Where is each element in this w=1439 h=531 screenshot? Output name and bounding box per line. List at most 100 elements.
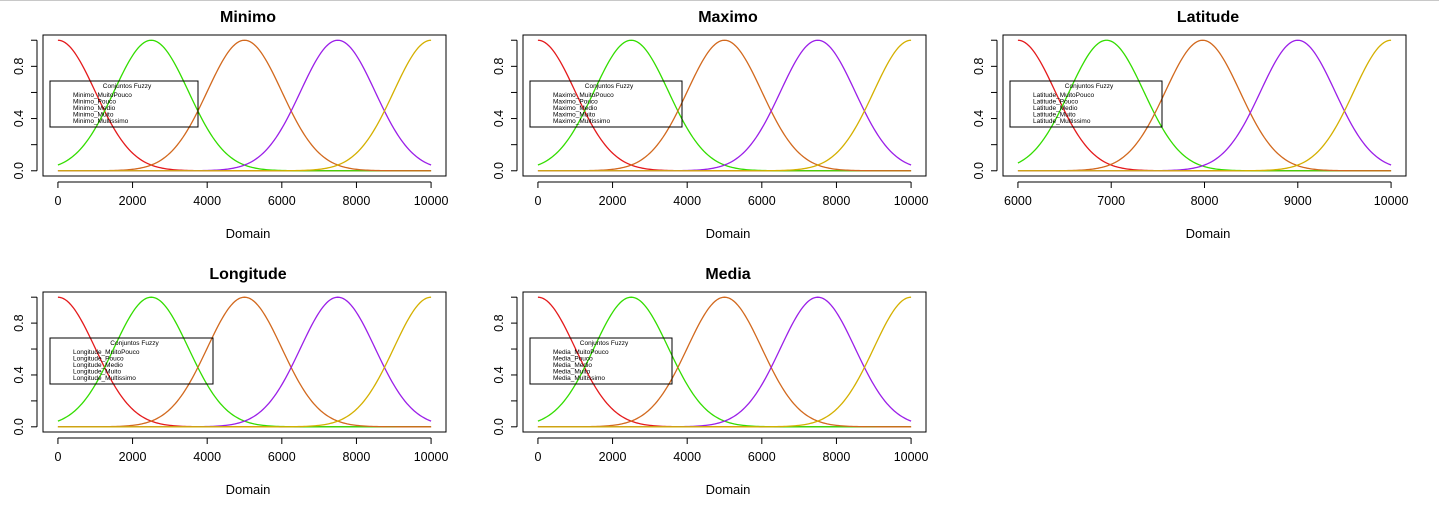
legend-entry: Minimo_Medio — [73, 105, 116, 112]
y-tick-label: 0.4 — [12, 366, 26, 383]
plot-frame — [522, 34, 927, 177]
legend-entry: Media_Medio — [553, 362, 592, 369]
legend-title: Conjuntos Fuzzy — [1065, 83, 1114, 90]
y-tick-label: 0.4 — [12, 110, 26, 127]
x-tick-label: 4000 — [673, 450, 701, 464]
chart-panel-minimo: Minimo 0 2000 4000 6000 8000 10000 0.0 0.4 0.8 Dom… — [12, 9, 448, 241]
series-line-longitude-multissimo — [57, 296, 432, 428]
x-tick-label: 6000 — [268, 194, 296, 208]
x-tick-label: 10000 — [414, 450, 449, 464]
chart-title: Maximo — [698, 9, 758, 26]
chart-title: Longitude — [209, 266, 286, 283]
y-tick-label: 0.8 — [12, 58, 26, 75]
legend-entry: Latitude_Muito — [1033, 112, 1076, 119]
legend-entry: Latitude_Multissimo — [1033, 118, 1091, 125]
legend-entry: Latitude_Medio — [1033, 105, 1078, 112]
y-tick-label: 0.4 — [492, 366, 506, 383]
legend-title: Conjuntos Fuzzy — [585, 83, 634, 90]
legend-entry: Media_MuitoPouco — [553, 349, 609, 356]
legend-entry: Maximo_Pouco — [553, 99, 598, 106]
series-line-maximo-multissimo — [537, 39, 912, 172]
y-tick-label: 0.8 — [12, 314, 26, 331]
x-tick-label: 2000 — [119, 450, 147, 464]
y-tick-label: 0.8 — [972, 58, 986, 75]
legend-entry: Longitude_Pouco — [73, 356, 124, 363]
x-tick-label: 8000 — [343, 450, 371, 464]
legend-entry: Minimo_Muito — [73, 112, 114, 119]
x-tick-label: 2000 — [119, 194, 147, 208]
y-tick-label: 0.0 — [492, 162, 506, 179]
series-line-minimo-multissimo — [57, 39, 432, 172]
legend-entry: Maximo_Multissimo — [553, 118, 610, 125]
x-tick-label: 6000 — [1004, 194, 1032, 208]
legend-entry: Longitude_Medio — [73, 362, 123, 369]
x-tick-label: 8000 — [823, 194, 851, 208]
x-tick-label: 8000 — [343, 194, 371, 208]
chart-title: Latitude — [1177, 9, 1239, 26]
x-tick-label: 7000 — [1097, 194, 1125, 208]
x-tick-label: 6000 — [268, 450, 296, 464]
legend-box — [49, 337, 214, 385]
legend-entry: Minimo_Multissimo — [73, 118, 129, 125]
y-tick-label: 0.0 — [12, 418, 26, 435]
legend: Conjuntos Fuzzy Media_MuitoPoucoMedia_Pou… — [529, 337, 673, 385]
y-tick-label: 0.8 — [492, 314, 506, 331]
y-tick-label: 0.8 — [492, 58, 506, 75]
plot-frame — [522, 291, 927, 433]
y-tick-label: 0.4 — [492, 110, 506, 127]
x-tick-label: 8000 — [1191, 194, 1219, 208]
legend-entry: Maximo_Medio — [553, 105, 597, 112]
x-axis-label: Domain — [706, 226, 751, 241]
legend-entry: Longitude_MuitoPouco — [73, 349, 140, 356]
legend-entry: Latitude_MuitoPouco — [1033, 92, 1094, 99]
top-border — [0, 0, 1439, 1]
x-tick-label: 10000 — [414, 194, 449, 208]
legend-entry: Media_Multissimo — [553, 375, 605, 382]
y-tick-label: 0.4 — [972, 110, 986, 127]
legend: Conjuntos Fuzzy Maximo_MuitoPoucoMaximo_P… — [529, 80, 683, 128]
legend-entry: Longitude_Muito — [73, 369, 121, 376]
legend-title: Conjuntos Fuzzy — [580, 340, 629, 347]
legend-box — [49, 80, 199, 128]
x-tick-label: 10000 — [1374, 194, 1409, 208]
x-tick-label: 6000 — [748, 450, 776, 464]
x-tick-label: 6000 — [748, 194, 776, 208]
plot-frame — [42, 34, 447, 177]
y-tick-label: 0.0 — [972, 162, 986, 179]
legend-box — [529, 337, 673, 385]
x-tick-label: 0 — [534, 194, 541, 208]
legend-entry: Longitude_Multissimo — [73, 375, 136, 382]
legend-entry: Minimo_MuitoPouco — [73, 92, 132, 99]
x-tick-label: 0 — [54, 450, 61, 464]
x-tick-label: 0 — [54, 194, 61, 208]
legend-entry: Maximo_MuitoPouco — [553, 92, 614, 99]
x-tick-label: 2000 — [599, 450, 627, 464]
x-axis-label: Domain — [226, 226, 271, 241]
chart-panel-media: Media 0 2000 4000 6000 8000 10000 0.0 0.4 0.8 Doma… — [492, 266, 928, 497]
legend: Conjuntos Fuzzy Latitude_MuitoPouco Latitu… — [1009, 80, 1163, 128]
y-tick-label: 0.0 — [12, 162, 26, 179]
legend-title: Conjuntos Fuzzy — [103, 83, 152, 90]
plot-frame — [42, 291, 447, 433]
x-axis-label: Domain — [706, 482, 751, 497]
legend: Conjuntos Fuzzy Minimo_MuitoPoucoMinimo_P… — [49, 80, 199, 128]
series-line-media-multissimo — [537, 296, 912, 428]
legend-entry: Media_Pouco — [553, 356, 593, 363]
x-tick-label: 8000 — [823, 450, 851, 464]
chart-panel-maximo: Maximo 0 2000 4000 6000 8000 10000 0.0 0.4 0.8 Dom… — [492, 9, 928, 241]
x-tick-label: 4000 — [193, 450, 221, 464]
legend-entry: Minimo_Pouco — [73, 99, 116, 106]
legend-box — [529, 80, 683, 128]
chart-panel-longitude: Longitude 0 2000 4000 6000 8000 10000 0.0 0.4 0.8… — [12, 266, 448, 497]
plot-frame — [1002, 34, 1407, 177]
chart-title: Media — [705, 266, 750, 283]
series-line-latitude-multissimo — [1017, 39, 1392, 172]
x-tick-label: 9000 — [1284, 194, 1312, 208]
y-tick-label: 0.0 — [492, 418, 506, 435]
x-tick-label: 2000 — [599, 194, 627, 208]
x-tick-label: 4000 — [673, 194, 701, 208]
legend: Conjuntos FuzzyLongitude_MuitoPoucoLongi… — [49, 337, 214, 385]
legend-entry: Media_Muito — [553, 369, 591, 376]
legend-entry: Maximo_Muito — [553, 112, 596, 119]
